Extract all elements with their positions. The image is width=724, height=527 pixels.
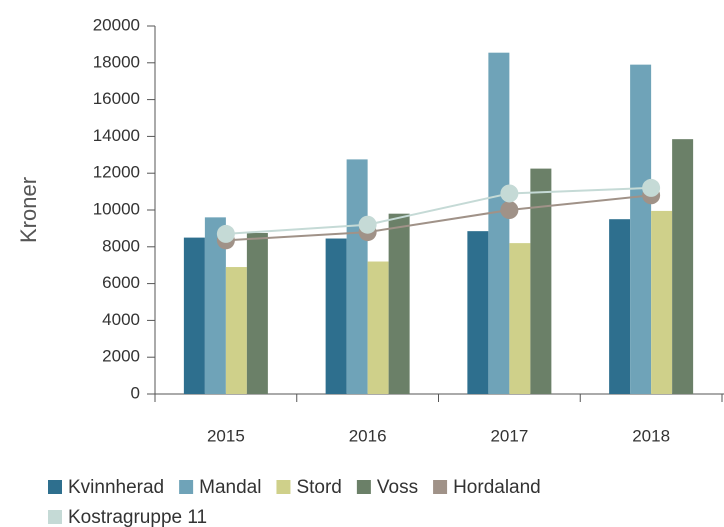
bar [509,243,531,394]
legend-swatch [48,480,62,494]
legend-label: Hordaland [453,477,541,498]
x-tick-label: 2017 [490,426,528,445]
line [225,186,652,235]
bar [325,238,347,394]
bar [530,168,552,394]
bar [467,231,489,394]
x-tick-label: 2016 [349,426,387,445]
line [225,194,652,242]
x-tick-label: 2018 [632,426,670,445]
legend-swatch [179,480,194,494]
legend-label: Voss [377,477,418,498]
line-point [500,184,519,203]
legend-swatch [356,480,371,494]
y-tick-label: 4000 [102,310,140,329]
y-tick-label: 2000 [102,347,140,366]
bar [204,217,226,394]
y-tick-label: 16000 [93,89,140,108]
bar [388,213,410,394]
y-tick-label: 20000 [93,15,140,34]
legend-label: Mandal [199,477,261,498]
bar [672,139,694,394]
bar [225,267,247,394]
line-point [642,178,661,197]
y-tick-label: 8000 [102,236,140,255]
legend-label: Kvinnherad [68,477,164,498]
bar [609,219,631,394]
legend-swatch [48,510,62,524]
y-tick-label: 18000 [93,52,140,71]
line-point [500,201,519,219]
legend-swatch [433,480,448,494]
y-tick-label: 10000 [93,199,140,218]
legend-label: Stord [296,477,341,498]
y-tick-label: 12000 [93,163,140,182]
y-tick-label: 14000 [93,126,140,145]
bar [246,233,268,394]
bar [367,261,389,394]
y-tick-label: 0 [131,383,140,402]
x-tick-label: 2015 [207,426,245,445]
bar [651,210,673,394]
bar [183,237,205,394]
legend-label: Kostragruppe 11 [68,507,207,527]
line-point [216,224,235,243]
legend-swatch [276,480,291,494]
y-tick-label: 6000 [102,273,140,292]
line-point [358,215,377,234]
bar [630,64,652,394]
bar [488,52,510,395]
y-axis-label: Kroner [16,177,41,243]
bar [346,159,368,394]
